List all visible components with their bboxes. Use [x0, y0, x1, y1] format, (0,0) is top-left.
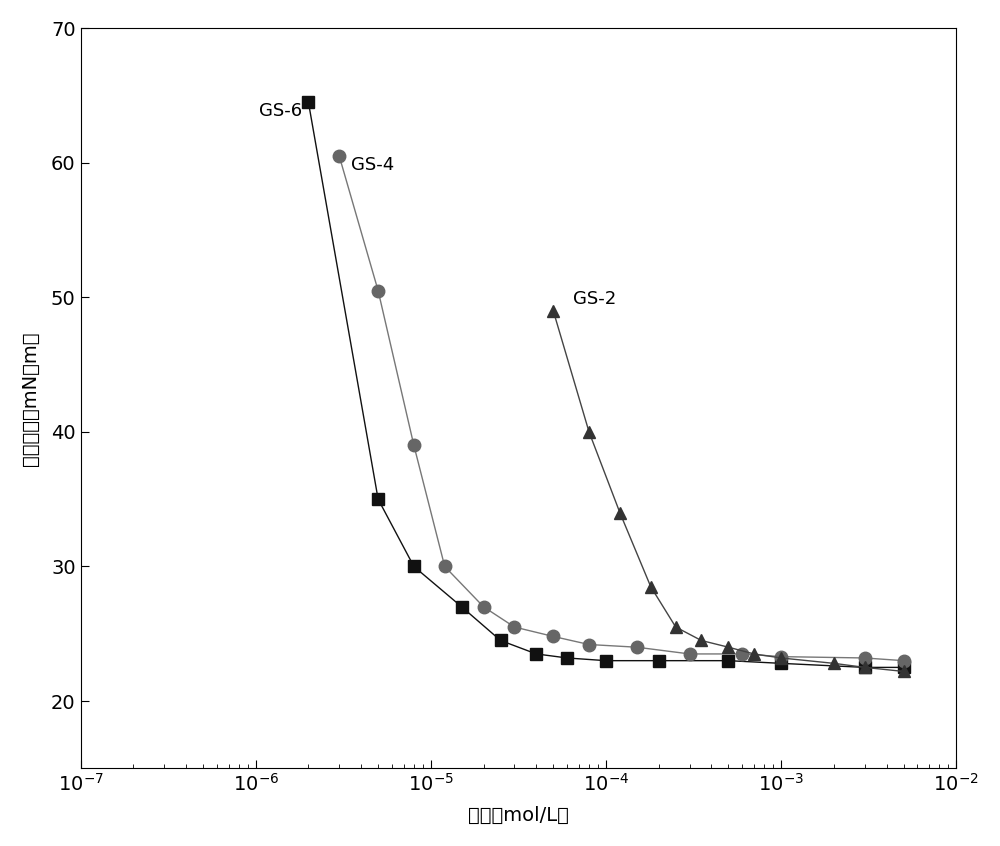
Text: GS-4: GS-4 [351, 156, 394, 173]
Text: GS-6: GS-6 [259, 102, 303, 120]
X-axis label: 浓度（mol/L）: 浓度（mol/L） [468, 806, 569, 825]
Y-axis label: 表面张力（mN／m）: 表面张力（mN／m） [21, 331, 40, 465]
Text: GS-2: GS-2 [573, 290, 616, 308]
